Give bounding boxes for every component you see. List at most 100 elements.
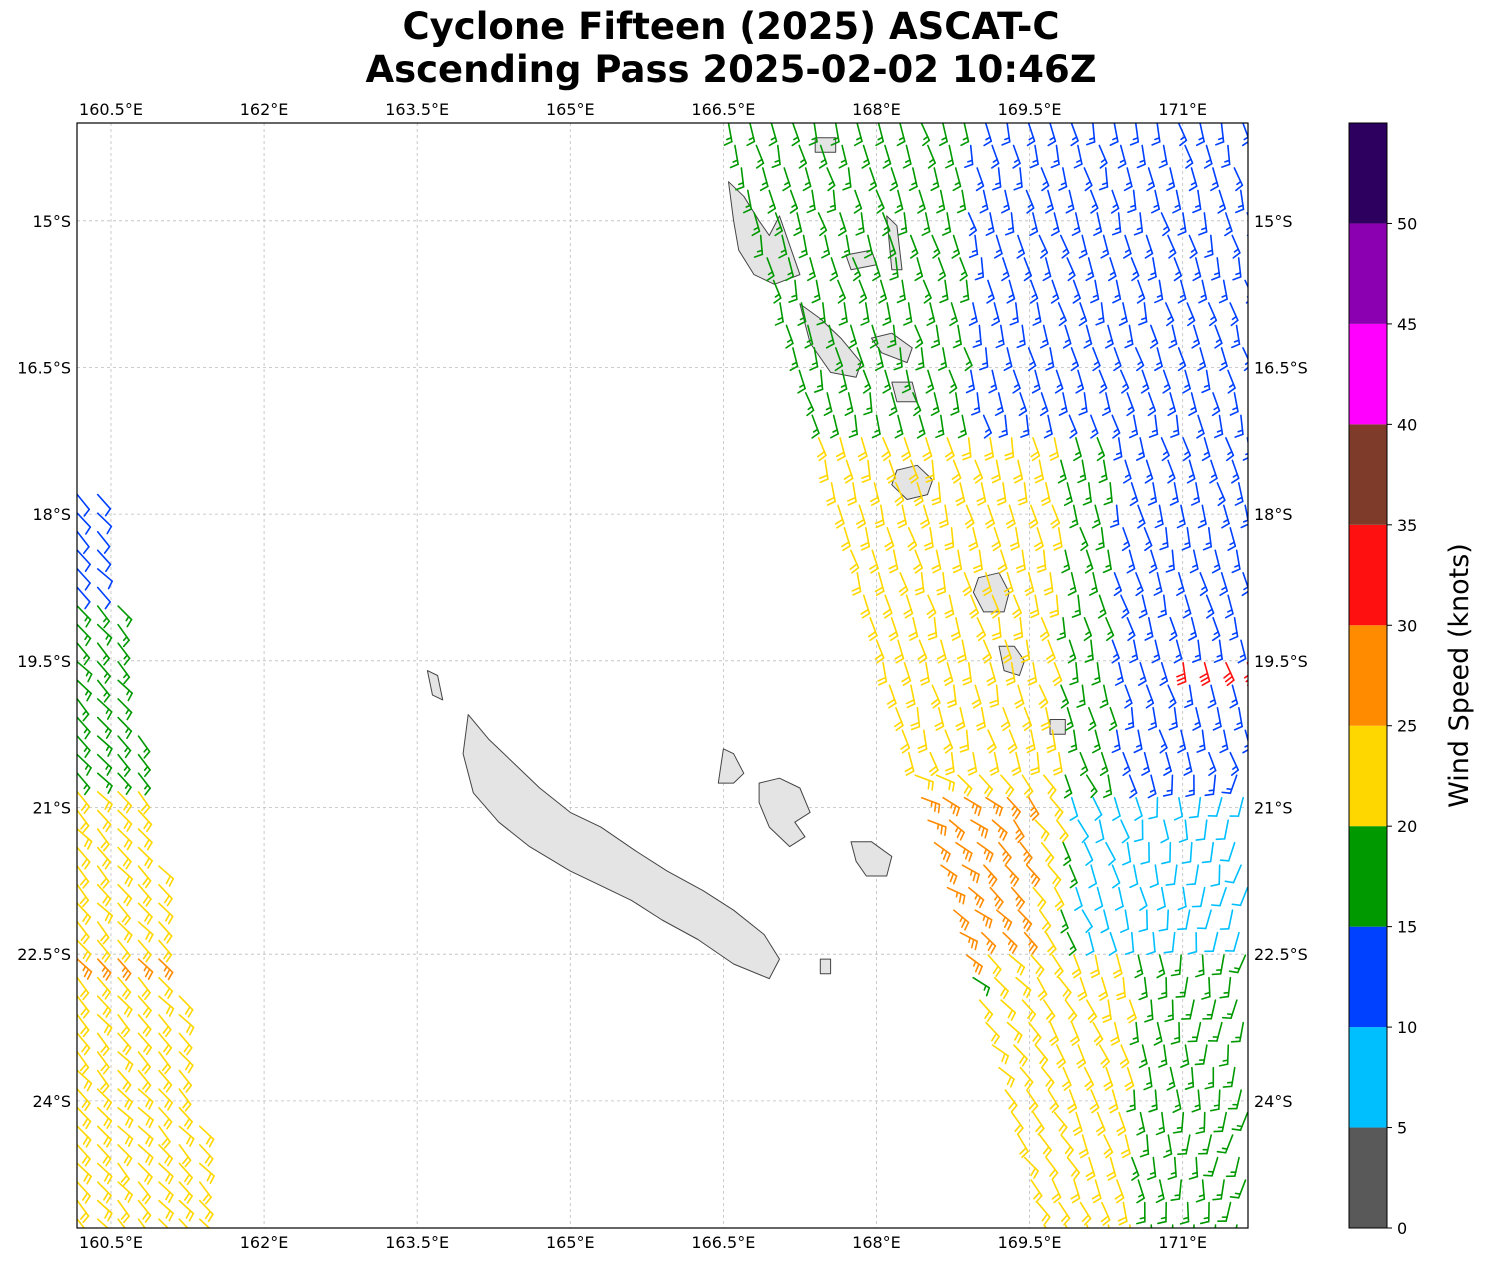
wind-barb bbox=[927, 144, 936, 169]
wind-barb bbox=[1004, 212, 1015, 236]
wind-barb bbox=[937, 257, 947, 282]
wind-barb bbox=[1018, 392, 1028, 417]
wind-barb bbox=[1016, 549, 1026, 574]
wind-barb bbox=[117, 1106, 134, 1129]
wind-barb bbox=[840, 527, 851, 552]
wind-barb bbox=[860, 594, 871, 619]
wind-barb bbox=[1026, 123, 1036, 147]
wind-barb bbox=[117, 995, 133, 1018]
wind-barb bbox=[1014, 684, 1025, 709]
wind-barb bbox=[1097, 594, 1107, 619]
wind-barb bbox=[967, 751, 978, 776]
wind-barb bbox=[158, 1181, 174, 1203]
wind-barb bbox=[117, 605, 133, 628]
wind-barb bbox=[1036, 1201, 1051, 1225]
wind-barb bbox=[874, 347, 884, 371]
wind-barb bbox=[117, 679, 133, 702]
lon-tick-label-top: 171°E bbox=[1158, 100, 1207, 119]
wind-barb bbox=[1024, 572, 1035, 596]
wind-barb bbox=[1172, 189, 1182, 214]
wind-barb bbox=[117, 642, 131, 666]
wind-barb bbox=[1066, 257, 1076, 282]
wind-barb bbox=[1049, 594, 1060, 618]
wind-barb bbox=[96, 549, 112, 573]
wind-barb bbox=[1009, 302, 1019, 326]
wind-barb bbox=[1045, 1156, 1059, 1180]
wind-barb bbox=[818, 144, 828, 169]
wind-barb bbox=[1036, 976, 1048, 1001]
wind-barb bbox=[1177, 279, 1187, 304]
wind-barb bbox=[1175, 976, 1189, 998]
island-outline bbox=[717, 748, 745, 784]
wind-barb bbox=[869, 482, 880, 506]
map-title-line-1: Cyclone Fifteen (2025) ASCAT-C bbox=[402, 5, 1060, 48]
wind-barb bbox=[917, 729, 928, 754]
wind-barb bbox=[137, 828, 153, 851]
colorbar-tick-label: 5 bbox=[1397, 1119, 1407, 1138]
wind-barb bbox=[817, 437, 827, 462]
wind-barbs bbox=[77, 123, 1248, 1228]
wind-barb bbox=[1199, 572, 1209, 597]
wind-barb bbox=[1098, 976, 1109, 1001]
wind-barb bbox=[1051, 1179, 1062, 1204]
wind-barb bbox=[930, 392, 940, 416]
wind-barb bbox=[1143, 527, 1153, 552]
wind-barb bbox=[96, 791, 113, 813]
wind-barb bbox=[1126, 392, 1135, 417]
wind-barb bbox=[1123, 459, 1132, 484]
wind-barb bbox=[178, 1162, 193, 1186]
wind-barb bbox=[1167, 684, 1177, 709]
wind-barb bbox=[1114, 1179, 1125, 1204]
wind-barb bbox=[922, 437, 933, 462]
wind-barb bbox=[1197, 347, 1207, 372]
wind-barb bbox=[861, 459, 871, 483]
wind-barb bbox=[1019, 1066, 1034, 1090]
wind-barb bbox=[1128, 774, 1138, 799]
wind-barb bbox=[968, 302, 978, 326]
wind-barb bbox=[1049, 437, 1059, 461]
wind-barb bbox=[96, 828, 110, 852]
wind-barb bbox=[985, 504, 995, 529]
wind-barb bbox=[178, 1106, 193, 1130]
wind-barb bbox=[1006, 796, 1021, 820]
wind-barb bbox=[1098, 1044, 1110, 1069]
wind-barb bbox=[789, 189, 799, 214]
wind-barb bbox=[1030, 1179, 1043, 1203]
wind-barb bbox=[1049, 1021, 1059, 1046]
colorbar-tick-label: 20 bbox=[1397, 817, 1417, 836]
wind-barb bbox=[1113, 572, 1123, 597]
wind-barb bbox=[1219, 572, 1228, 597]
wind-barb bbox=[1241, 572, 1248, 597]
wind-barb bbox=[992, 167, 1002, 191]
wind-barb bbox=[1038, 1134, 1052, 1158]
wind-barb bbox=[1083, 324, 1093, 349]
wind-barb bbox=[1195, 123, 1205, 147]
wind-barb bbox=[1221, 774, 1238, 794]
wind-barb bbox=[1103, 1066, 1114, 1091]
wind-barb bbox=[1187, 931, 1198, 955]
wind-barb bbox=[1072, 1111, 1083, 1136]
wind-barb bbox=[927, 819, 947, 836]
wind-barb bbox=[1137, 661, 1147, 687]
wind-barb bbox=[1147, 774, 1157, 799]
wind-barb bbox=[914, 324, 924, 349]
wind-barb bbox=[158, 1014, 172, 1038]
wind-barb bbox=[875, 123, 885, 147]
wind-barb bbox=[1192, 706, 1202, 731]
wind-barb bbox=[1058, 392, 1068, 416]
wind-barb bbox=[1231, 549, 1241, 574]
wind-barb bbox=[137, 1106, 154, 1129]
wind-barb bbox=[1204, 234, 1214, 258]
wind-barb bbox=[1041, 1066, 1055, 1090]
colorbar-segment bbox=[1349, 1027, 1387, 1128]
wind-barb bbox=[986, 729, 997, 754]
wind-barb bbox=[1129, 482, 1139, 507]
wind-barb bbox=[96, 661, 111, 684]
wind-barb bbox=[961, 437, 972, 461]
wind-barb bbox=[1023, 1156, 1039, 1179]
wind-barb bbox=[1100, 1201, 1111, 1226]
wind-barb bbox=[1116, 1111, 1127, 1136]
wind-barb bbox=[1214, 324, 1223, 349]
wind-barb bbox=[77, 642, 91, 666]
wind-barb bbox=[877, 661, 888, 686]
